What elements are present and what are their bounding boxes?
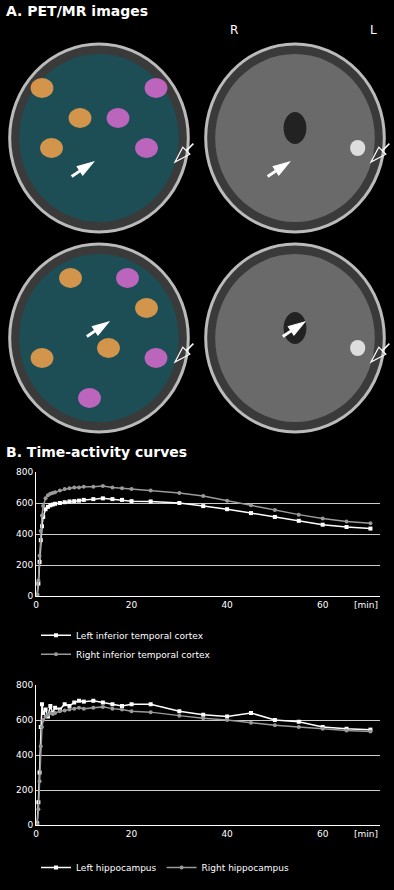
svg-text:600: 600 — [16, 498, 33, 508]
svg-text:[min]: [min] — [354, 829, 378, 839]
svg-text:[min]: [min] — [354, 600, 378, 610]
html-text:B. Time-activity curves: B. Time-activity curves — [6, 444, 188, 460]
svg-text:200: 200 — [16, 560, 33, 570]
svg-text:800: 800 — [16, 467, 33, 477]
svg-text:Left hippocampus: Left hippocampus — [76, 863, 157, 873]
svg-text:0: 0 — [33, 829, 39, 839]
svg-text:40: 40 — [221, 829, 233, 839]
svg-text:60: 60 — [317, 829, 329, 839]
svg-text:0: 0 — [33, 600, 39, 610]
html-text:A. PET/MR images: A. PET/MR images — [6, 3, 148, 19]
svg-text:Right hippocampus: Right hippocampus — [202, 863, 289, 873]
svg-text:20: 20 — [126, 600, 138, 610]
svg-text:600: 600 — [16, 715, 33, 725]
svg-text:800: 800 — [16, 680, 33, 690]
svg-text:R: R — [230, 23, 238, 37]
svg-text:L: L — [370, 23, 377, 37]
svg-text:60: 60 — [317, 600, 329, 610]
svg-text:0: 0 — [27, 591, 33, 601]
svg-text:0: 0 — [27, 820, 33, 830]
svg-text:40: 40 — [221, 600, 233, 610]
svg-text:Left inferior temporal cortex: Left inferior temporal cortex — [76, 631, 204, 641]
svg-text:400: 400 — [16, 529, 33, 539]
svg-text:20: 20 — [126, 829, 138, 839]
svg-text:200: 200 — [16, 785, 33, 795]
svg-text:400: 400 — [16, 750, 33, 760]
svg-text:Right inferior temporal cortex: Right inferior temporal cortex — [76, 650, 210, 660]
